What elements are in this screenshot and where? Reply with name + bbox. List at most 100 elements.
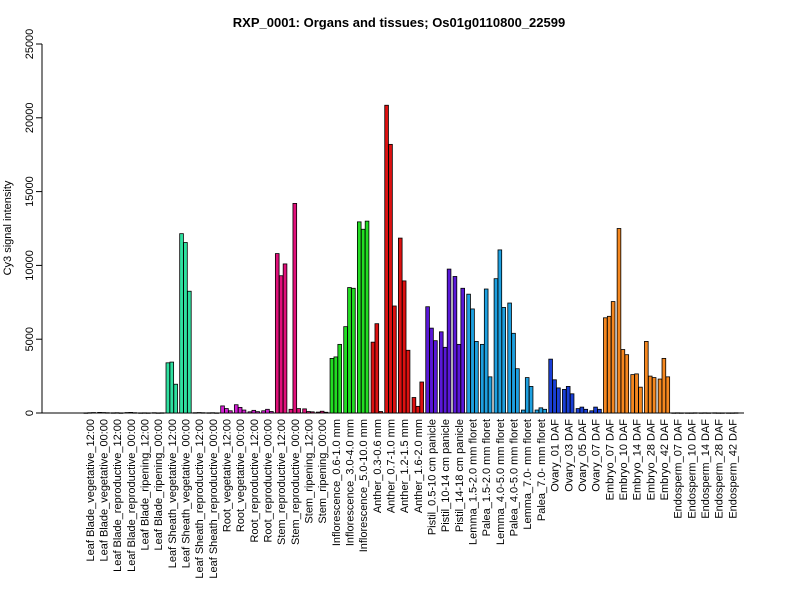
bar xyxy=(337,343,342,414)
x-tick-label: Root_reproductive_00:00 xyxy=(263,419,275,543)
x-tick-label: Endosperm_07 DAF xyxy=(673,419,685,519)
bar xyxy=(638,386,643,414)
bar xyxy=(720,412,725,414)
bar xyxy=(333,356,339,414)
x-tick-label: Leaf Sheath_reproductive_00:00 xyxy=(208,419,220,579)
bar xyxy=(497,249,503,414)
bar xyxy=(241,409,247,414)
x-tick-label: Inflorescence_5.0-10.0 mm xyxy=(358,419,370,552)
bar xyxy=(483,288,489,414)
bar xyxy=(306,411,311,414)
x-tick-label: Root_vegetative_12:00 xyxy=(222,419,234,532)
x-tick-label: Endosperm_14 DAF xyxy=(700,419,712,519)
x-tick-label: Embryo_10 DAF xyxy=(618,419,630,501)
bar xyxy=(583,408,589,414)
chart-title: RXP_0001: Organs and tissues; Os01g01108… xyxy=(233,15,565,30)
bar xyxy=(610,301,616,414)
bar xyxy=(146,412,151,414)
bar xyxy=(470,308,475,414)
bar xyxy=(288,408,294,414)
bar xyxy=(224,408,229,414)
x-tick-label: Leaf Blade_ripening_12:00 xyxy=(139,419,151,551)
bar xyxy=(644,341,649,414)
x-tick-label: Leaf Blade_reproductive_12:00 xyxy=(112,419,124,572)
bar xyxy=(665,376,671,414)
bar xyxy=(87,412,93,414)
bar xyxy=(155,412,161,414)
x-tick-label: Pistil_10-14 cm panicle xyxy=(440,419,452,532)
bar xyxy=(364,220,370,414)
x-tick-label: Stem_reproductive_00:00 xyxy=(290,419,302,545)
bar xyxy=(515,368,520,414)
bar xyxy=(247,411,253,414)
bar xyxy=(729,412,735,414)
x-tick-label: Stem_ripening_00:00 xyxy=(317,419,329,524)
x-tick-label: Inflorescence_0.6-1.0 mm xyxy=(331,419,343,546)
bar xyxy=(480,343,485,414)
x-tick-label: Palea_7.0- mm floret xyxy=(536,419,548,521)
bar xyxy=(429,327,434,414)
bar xyxy=(706,412,712,414)
bar xyxy=(521,409,526,414)
x-tick-label: Inflorescence_3.0-4.0 mm xyxy=(345,419,357,546)
bar xyxy=(128,412,134,414)
x-axis-tick-labels: Leaf Blade_vegetative_12:00 Leaf Blade_ve… xyxy=(85,419,739,579)
bar xyxy=(114,412,120,414)
x-tick-label: Ovary_01 DAF xyxy=(550,419,562,492)
x-tick-label: Palea_4.0-5.0 mm floret xyxy=(509,419,521,536)
bar xyxy=(671,412,676,414)
bar xyxy=(343,326,348,414)
bar xyxy=(282,263,288,414)
bar xyxy=(183,242,188,414)
bar xyxy=(165,362,171,414)
bar xyxy=(378,411,383,414)
bar xyxy=(296,408,301,414)
bar xyxy=(716,412,721,414)
bar xyxy=(101,412,106,414)
x-tick-label: Root_reproductive_12:00 xyxy=(249,419,261,543)
bar xyxy=(657,378,663,414)
x-tick-label: Lemma_1.5-2.0 mm floret xyxy=(468,419,480,545)
bar xyxy=(401,280,407,414)
bar xyxy=(142,412,147,414)
x-tick-label: Lemma_4.0-5.0 mm floret xyxy=(495,419,507,545)
bar xyxy=(398,237,403,414)
bar xyxy=(151,412,157,414)
bar xyxy=(415,405,421,414)
bar xyxy=(200,412,206,414)
bar xyxy=(460,287,465,414)
x-tick-label: Lemma_7.0- mm floret xyxy=(522,419,534,530)
x-tick-label: Anther_1.2-1.5 mm xyxy=(399,419,411,513)
y-axis-label: Cy3 signal intensity xyxy=(2,180,14,275)
bar xyxy=(675,412,680,414)
bar xyxy=(83,412,89,414)
bar xyxy=(384,104,389,414)
bar xyxy=(634,373,639,414)
bar xyxy=(733,412,739,414)
x-tick-label: Ovary_03 DAF xyxy=(563,419,575,492)
bar xyxy=(466,293,471,414)
bar xyxy=(356,221,362,414)
bar xyxy=(323,411,329,414)
bar xyxy=(214,412,219,414)
bar xyxy=(565,386,571,414)
bar xyxy=(606,315,612,414)
bar xyxy=(192,412,198,414)
x-tick-label: Leaf Blade_vegetative_00:00 xyxy=(98,419,110,562)
bar xyxy=(302,408,307,414)
bar xyxy=(616,228,622,414)
bar xyxy=(261,410,266,414)
bar xyxy=(538,407,544,414)
x-tick-label: Embryo_07 DAF xyxy=(604,419,616,501)
bar xyxy=(274,253,280,414)
bar xyxy=(97,412,102,414)
bar xyxy=(692,412,698,414)
x-tick-label: Embryo_28 DAF xyxy=(645,419,657,501)
x-tick-label: Pistil_0.5-10 cm panicle xyxy=(427,419,439,535)
bar xyxy=(255,411,260,414)
bar xyxy=(419,381,424,414)
bar xyxy=(110,412,116,414)
bar xyxy=(528,386,534,414)
bar xyxy=(374,323,380,414)
